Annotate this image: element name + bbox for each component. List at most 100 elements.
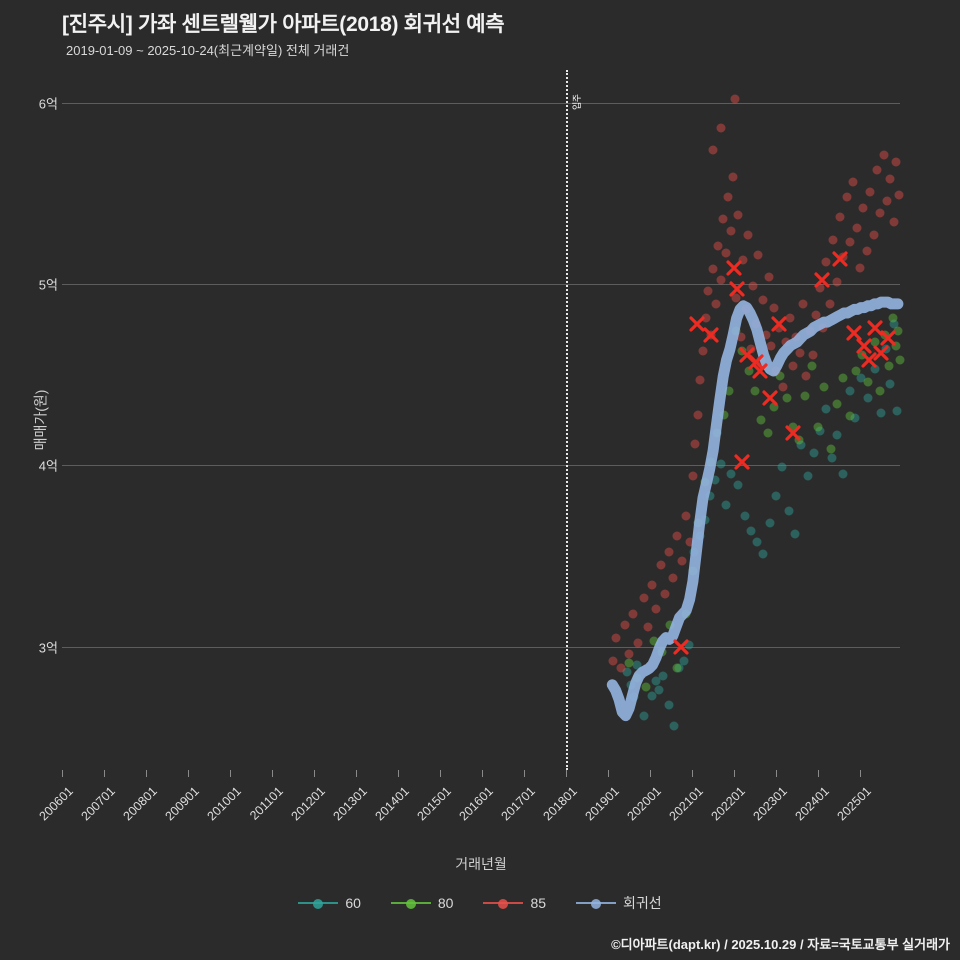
- scatter-point: [845, 237, 855, 247]
- scatter-point: [647, 691, 657, 701]
- legend-item-80[interactable]: 80: [390, 895, 454, 911]
- scatter-point: [672, 663, 682, 673]
- x-tick: [608, 770, 610, 777]
- scatter-point: [721, 248, 731, 258]
- scatter-point: [892, 406, 902, 416]
- legend-item-85[interactable]: 85: [483, 895, 546, 911]
- scatter-point: [875, 386, 885, 396]
- scatter-point: [842, 192, 852, 202]
- scatter-point: [848, 177, 858, 187]
- scatter-point: [826, 444, 836, 454]
- x-tick: [650, 770, 652, 777]
- footer-credit: ©디아파트(dapt.kr) / 2025.10.29 / 자료=국토교통부 실…: [611, 937, 950, 952]
- movein-vline: [566, 70, 569, 770]
- scatter-point: [723, 192, 733, 202]
- scatter-point: [654, 685, 664, 695]
- x-tick: [776, 770, 778, 777]
- scatter-point: [743, 230, 753, 240]
- legend-swatch-icon: [390, 897, 431, 909]
- scatter-point: [656, 560, 666, 570]
- scatter-point: [845, 411, 855, 421]
- scatter-point: [895, 355, 905, 365]
- scatter-point: [821, 257, 831, 267]
- legend-swatch-icon: [576, 897, 617, 909]
- scatter-point: [703, 286, 713, 296]
- scatter-point: [639, 593, 649, 603]
- scatter-point: [894, 190, 904, 200]
- scatter-point: [869, 230, 879, 240]
- scatter-point: [756, 415, 766, 425]
- scatter-point: [795, 348, 805, 358]
- scatter-point: [875, 208, 885, 218]
- scatter-point: [855, 263, 865, 273]
- scatter-point: [624, 658, 634, 668]
- x-tick: [566, 770, 568, 777]
- scatter-point: [658, 671, 668, 681]
- scatter-point: [863, 393, 873, 403]
- x-tick: [398, 770, 400, 777]
- scatter-point: [688, 471, 698, 481]
- regression-line: [606, 296, 904, 722]
- scatter-point: [690, 439, 700, 449]
- scatter-point: [711, 299, 721, 309]
- scatter-point: [681, 511, 691, 521]
- scatter-point: [863, 377, 873, 387]
- page-subtitle: 2019-01-09 ~ 2025-10-24(최근계약일) 전체 거래건: [66, 43, 350, 58]
- scatter-point: [838, 373, 848, 383]
- scatter-point: [885, 379, 895, 389]
- scatter-point: [643, 622, 653, 632]
- gridline: [62, 283, 900, 285]
- legend-item-60[interactable]: 60: [298, 895, 361, 911]
- scatter-point: [835, 212, 845, 222]
- scatter-point: [858, 203, 868, 213]
- scatter-point: [876, 408, 886, 418]
- plot-area: 6억 5억 4억 3억 200601 200701 200801 200901 201001 2…: [32, 70, 905, 872]
- scatter-point: [664, 547, 674, 557]
- scatter-point: [765, 518, 775, 528]
- scatter-point: [778, 382, 788, 392]
- scatter-point: [790, 529, 800, 539]
- scatter-point: [740, 511, 750, 521]
- scatter-point: [809, 448, 819, 458]
- scatter-point: [827, 453, 837, 463]
- scatter-point: [825, 299, 835, 309]
- y-tick-label: 3억: [38, 640, 58, 656]
- x-tick: [104, 770, 105, 777]
- scatter-point: [758, 549, 768, 559]
- gridline: [62, 646, 900, 648]
- scatter-point: [811, 310, 821, 320]
- scatter-point: [753, 250, 763, 260]
- x-tick: [734, 770, 736, 777]
- scatter-point: [668, 573, 678, 583]
- gridline: [62, 102, 900, 104]
- scatter-point: [624, 649, 634, 659]
- legend-swatch-icon: [298, 897, 339, 909]
- scatter-point: [865, 187, 875, 196]
- scatter-point: [651, 604, 661, 614]
- scatter-point: [752, 537, 762, 546]
- x-tick: [692, 770, 694, 777]
- legend-item-회귀선[interactable]: 회귀선: [576, 893, 662, 913]
- scatter-point: [721, 500, 731, 510]
- scatter-point: [845, 386, 855, 396]
- scatter-point: [852, 223, 862, 233]
- page-title: [진주시] 가좌 센트렐웰가 아파트(2018) 회귀선 예측: [62, 13, 505, 36]
- y-tick-label: 6억: [38, 96, 58, 112]
- scatter-point: [888, 313, 898, 323]
- x-tick: [356, 770, 358, 777]
- scatter-point: [669, 721, 679, 731]
- chart-legend: 60 80 85 회귀선: [0, 893, 960, 913]
- x-tick: [146, 770, 147, 777]
- legend-label: 80: [437, 895, 454, 911]
- x-tick: [860, 770, 862, 777]
- x-tick: [272, 770, 274, 777]
- scatter-point: [777, 462, 787, 472]
- scatter-point: [718, 214, 728, 224]
- scatter-point: [726, 469, 736, 479]
- scatter-point: [784, 506, 794, 516]
- regression-path: [606, 296, 904, 722]
- scatter-point: [832, 399, 842, 409]
- scatter-point: [808, 350, 818, 360]
- x-tick: [188, 770, 189, 777]
